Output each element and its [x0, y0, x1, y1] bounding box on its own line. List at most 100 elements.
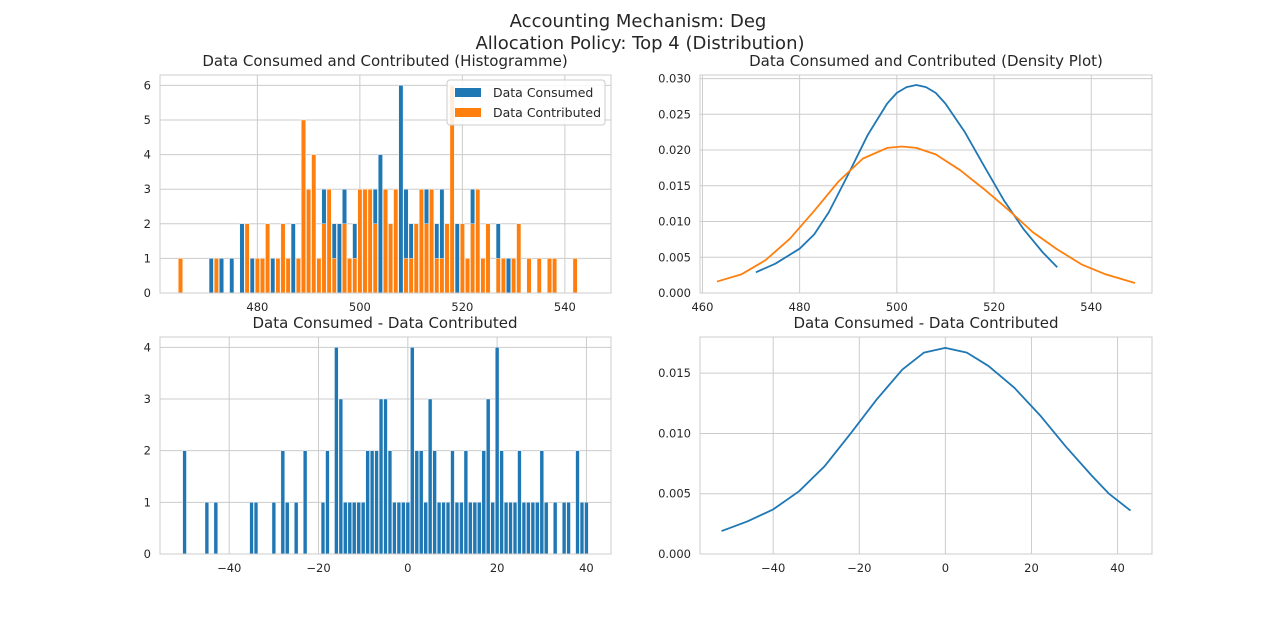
histogram-bar	[290, 223, 296, 294]
x-tick-label: −40	[217, 561, 241, 575]
histogram-bar	[374, 450, 379, 555]
histogram-bar	[347, 502, 352, 555]
legend-box	[446, 79, 606, 126]
histogram-bar	[512, 502, 518, 555]
histogram-bar	[388, 223, 394, 294]
y-tick-label: 0.025	[658, 107, 691, 121]
histogram-bar	[285, 258, 291, 294]
histogram-bar	[465, 258, 470, 294]
x-tick-label: 520	[451, 300, 473, 314]
histogram-bar	[392, 502, 397, 555]
histogram-bar	[444, 223, 450, 294]
histogram-bar	[511, 258, 517, 294]
histogram-bar	[285, 502, 290, 555]
y-tick-label: 2	[144, 217, 151, 231]
y-tick-label: 0.000	[658, 286, 691, 300]
histogram-bar	[378, 398, 384, 555]
gridlines	[700, 75, 1152, 294]
histogram-bar	[432, 450, 437, 555]
histogram-bar	[334, 347, 339, 555]
y-tick-label: 3	[144, 182, 151, 196]
histogram-bar	[182, 450, 187, 555]
histogram-bar	[434, 258, 440, 294]
histogram-bar	[352, 502, 357, 555]
histogram-bar	[535, 502, 540, 555]
histogram-bar	[530, 502, 535, 555]
histogram-bar	[552, 258, 558, 294]
histogram-bar	[270, 258, 276, 294]
histogram-bar	[486, 398, 491, 555]
histogram-bar	[280, 450, 285, 555]
x-tick-label: −20	[306, 561, 330, 575]
histogram-bar	[343, 502, 348, 555]
histogram-bar	[378, 154, 383, 294]
histogram-bar	[303, 450, 308, 555]
panel-title: Data Consumed and Contributed (Histogram…	[202, 52, 567, 70]
chart-marks	[721, 346, 1132, 532]
y-tick-label: 0.005	[658, 487, 691, 501]
histogram-bar	[326, 188, 332, 294]
x-tick-label: 460	[691, 300, 713, 314]
histogram-bar	[403, 258, 409, 294]
x-tick-label: 480	[246, 300, 268, 314]
histogram-bar	[398, 85, 404, 294]
legend-swatch	[455, 88, 481, 97]
suptitle-line-1: Accounting Mechanism: Deg	[510, 11, 767, 32]
y-tick-label: 0	[144, 547, 151, 561]
histogram-bar	[265, 223, 271, 294]
histogram-bar	[311, 154, 317, 294]
histogram-bar	[321, 223, 327, 294]
y-tick-label: 4	[144, 148, 151, 162]
histogram-bar	[362, 188, 368, 294]
y-tick-label: 1	[144, 495, 151, 509]
histogram-bar	[338, 398, 343, 555]
density-line	[755, 84, 1058, 274]
histogram-bar	[331, 258, 337, 294]
histogram-bar	[424, 223, 429, 294]
y-tick-label: 0	[144, 286, 151, 300]
histogram-bar	[547, 258, 552, 294]
gridlines	[700, 337, 1152, 555]
panel-title: Data Consumed - Data Contributed	[253, 314, 518, 332]
histogram-bar	[219, 258, 224, 294]
histogram-bar	[296, 258, 301, 294]
histogram-bar	[316, 258, 322, 294]
histogram-bar	[566, 502, 571, 555]
histogram-bar	[325, 450, 330, 555]
histogram-bar	[393, 188, 399, 294]
histogram-bar	[387, 450, 393, 555]
histogram-bar	[481, 450, 486, 555]
histogram-bar	[396, 502, 401, 555]
chart-marks	[716, 84, 1136, 284]
histogram-bar	[472, 502, 477, 555]
legend-swatch	[455, 108, 481, 117]
histogram-bar	[213, 258, 219, 294]
histogram-bar	[204, 502, 209, 555]
histogram-bar	[383, 398, 388, 555]
legend-label: Data Contributed	[493, 105, 601, 120]
y-tick-label: 0.015	[658, 366, 691, 380]
x-tick-label: 540	[1080, 300, 1102, 314]
histogram-bar	[460, 223, 465, 294]
histogram-bar	[454, 502, 460, 555]
histogram-bar	[553, 502, 558, 555]
y-tick-label: 5	[144, 113, 151, 127]
histogram-bar	[539, 450, 544, 555]
x-tick-label: 540	[554, 300, 576, 314]
histogram-bar	[405, 502, 410, 555]
panel-title: Data Consumed and Contributed (Density P…	[749, 52, 1103, 70]
histogram-bar	[463, 450, 468, 555]
histogram-bar	[213, 502, 218, 555]
histogram-bar	[229, 258, 235, 294]
histogram-bar	[562, 502, 567, 555]
x-tick-label: 0	[942, 561, 949, 575]
x-tick-label: 20	[490, 561, 505, 575]
histogram-bar	[429, 188, 435, 294]
histogram-bar	[352, 258, 358, 294]
histogram-bar	[459, 502, 464, 555]
panel-density-top: 460 480 500 520 540 0.000 0.005 0.010 0.015 0.020…	[658, 52, 1153, 314]
histogram-bar	[357, 188, 363, 294]
histogram-bar	[503, 502, 509, 555]
histogram-bar	[365, 450, 370, 555]
